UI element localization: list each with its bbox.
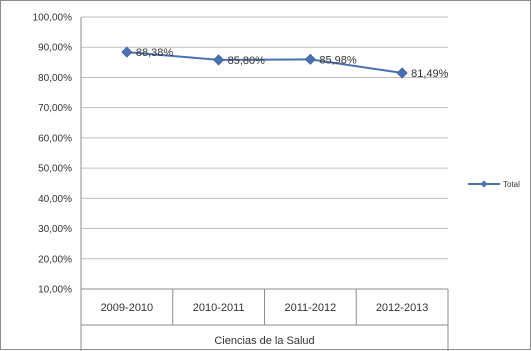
data-label-2009-2010: 88,38% [136, 47, 174, 59]
y-tick-label-30: 30,00% [38, 224, 72, 235]
x-group-label: Ciencias de la Salud [214, 335, 314, 347]
data-label-2012-2013: 81,49% [411, 68, 449, 80]
y-tick-label-50: 50,00% [38, 164, 72, 175]
legend-marker-total [480, 180, 488, 188]
x-tick-label-2011-2012: 2011-2012 [284, 302, 336, 314]
series-line-total [126, 51, 403, 74]
data-point-2009-2010 [121, 46, 133, 58]
y-tick-label-40: 40,00% [38, 194, 72, 205]
y-tick-label-70: 70,00% [38, 103, 72, 114]
y-tick-label-80: 80,00% [38, 73, 72, 84]
x-tick-label-2010-2011: 2010-2011 [193, 302, 245, 314]
data-point-2011-2012 [304, 53, 316, 65]
x-tick-label-2012-2013: 2012-2013 [376, 302, 429, 314]
y-tick-label-60: 60,00% [38, 133, 72, 144]
y-tick-label-90: 90,00% [38, 43, 72, 54]
y-tick-label-10: 10,00% [38, 285, 72, 296]
y-tick-label-20: 20,00% [38, 254, 72, 265]
y-tick-label-100: 100,00% [33, 13, 73, 24]
data-point-2010-2011 [213, 54, 225, 66]
legend-label-total: Total [503, 180, 520, 189]
data-label-2010-2011: 85,80% [228, 55, 266, 67]
x-tick-label-2009-2010: 2009-2010 [101, 302, 154, 314]
data-label-2011-2012: 85,98% [319, 54, 357, 66]
data-point-2012-2013 [396, 67, 408, 79]
